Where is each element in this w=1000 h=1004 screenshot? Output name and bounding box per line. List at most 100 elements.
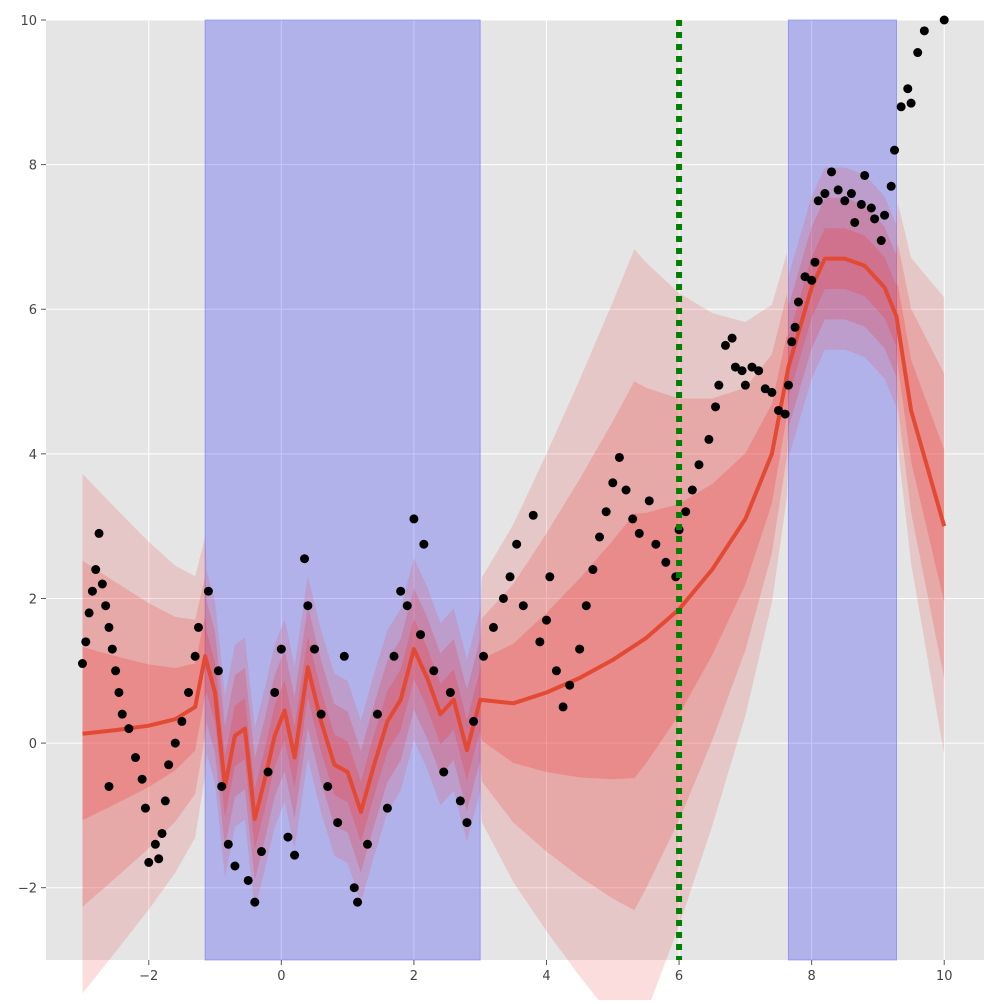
observation-point	[81, 637, 91, 647]
observation-point	[827, 167, 837, 177]
observation-point	[906, 98, 916, 108]
observation-point	[190, 651, 200, 661]
observation-point	[880, 210, 890, 220]
observation-point	[363, 839, 373, 849]
observation-point	[94, 528, 104, 538]
observation-point	[919, 26, 929, 36]
x-tick-label: 6	[675, 969, 683, 984]
x-tick-label: −2	[139, 969, 158, 984]
observation-point	[787, 337, 797, 347]
observation-point	[856, 199, 866, 209]
observation-point	[309, 644, 319, 654]
observation-point	[913, 48, 923, 58]
x-tick-label: 10	[936, 969, 953, 984]
observation-point	[157, 828, 167, 838]
observation-point	[130, 753, 140, 763]
observation-point	[747, 362, 757, 372]
observation-point	[528, 510, 538, 520]
observation-point	[323, 781, 333, 791]
observation-point	[886, 181, 896, 191]
observation-point	[107, 644, 117, 654]
observation-point	[270, 687, 280, 697]
observation-point	[720, 340, 730, 350]
observation-point	[813, 196, 823, 206]
y-tick-label: −2	[18, 882, 37, 897]
observation-point	[303, 601, 313, 611]
observation-point	[601, 507, 611, 517]
observation-point	[608, 478, 618, 488]
y-axis-ticks: −2 0 2 4 6 8 10	[18, 14, 46, 897]
observation-point	[150, 839, 160, 849]
observation-point	[333, 818, 343, 828]
observation-point	[77, 659, 87, 669]
observation-point	[349, 883, 359, 893]
observation-point	[634, 528, 644, 538]
observation-point	[694, 460, 704, 470]
observation-point	[628, 514, 638, 524]
observation-point	[97, 579, 107, 589]
observation-point	[84, 608, 94, 618]
observation-point	[850, 217, 860, 227]
observation-point	[91, 565, 101, 575]
observation-point	[144, 857, 154, 867]
observation-point	[541, 615, 551, 625]
observation-point	[737, 366, 747, 376]
observation-point	[117, 709, 127, 719]
observation-point	[177, 716, 187, 726]
observation-point	[545, 572, 555, 582]
observation-point	[558, 702, 568, 712]
observation-point	[651, 539, 661, 549]
y-tick-label: 8	[29, 159, 37, 174]
observation-point	[783, 380, 793, 390]
shaded-region	[787, 19, 897, 961]
observation-point	[469, 716, 479, 726]
observation-point	[402, 601, 412, 611]
observation-point	[250, 897, 260, 907]
observation-point	[416, 630, 426, 640]
observation-point	[193, 622, 203, 632]
observation-point	[551, 666, 561, 676]
observation-point	[840, 196, 850, 206]
observation-point	[455, 796, 465, 806]
observation-point	[223, 839, 233, 849]
observation-point	[833, 185, 843, 195]
observation-point	[588, 565, 598, 575]
observation-point	[896, 102, 906, 112]
observation-point	[793, 297, 803, 307]
observation-point	[170, 738, 180, 748]
observation-point	[290, 850, 300, 860]
observation-point	[124, 724, 134, 734]
observation-point	[276, 644, 286, 654]
observation-point	[903, 84, 913, 94]
observation-point	[860, 170, 870, 180]
observation-point	[518, 601, 528, 611]
observation-point	[111, 666, 121, 676]
observation-point	[565, 680, 575, 690]
observation-point	[263, 767, 273, 777]
observation-point	[445, 687, 455, 697]
observation-point	[429, 666, 439, 676]
observation-point	[807, 275, 817, 285]
shaded-region	[204, 19, 481, 961]
uncertainty-band	[82, 167, 945, 1004]
observation-point	[353, 897, 363, 907]
observation-point	[382, 803, 392, 813]
observation-point	[409, 514, 419, 524]
observation-point	[890, 145, 900, 155]
observation-point	[754, 366, 764, 376]
observation-point	[283, 832, 293, 842]
observation-point	[230, 861, 240, 871]
observation-point	[213, 666, 223, 676]
observation-point	[372, 709, 382, 719]
observation-point	[876, 236, 886, 246]
observation-point	[704, 434, 714, 444]
observation-point	[217, 781, 227, 791]
observation-point	[498, 593, 508, 603]
observation-point	[846, 189, 856, 199]
observation-points	[77, 15, 949, 907]
observation-point	[595, 532, 605, 542]
observation-point	[774, 405, 784, 415]
observation-point	[203, 586, 213, 596]
